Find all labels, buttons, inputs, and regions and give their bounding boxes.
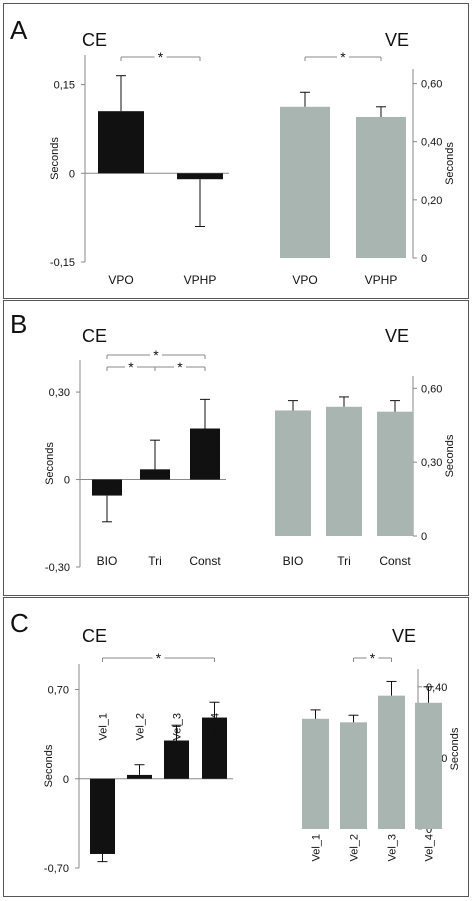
chart-b-ve-category-label: Const xyxy=(379,554,411,568)
chart-c-ve-category-label: Vel_1 xyxy=(311,834,323,862)
chart-a-ce-y-tick-label: 0,15 xyxy=(54,80,75,92)
chart-b-ce-sig-star: * xyxy=(177,359,183,375)
panel-c-ve-title: VE xyxy=(392,626,416,646)
chart-c-ce-bar xyxy=(90,778,115,854)
chart-b-ve-category-label: BIO xyxy=(283,554,304,568)
chart-c-ce-category-label: Vel_2 xyxy=(135,713,147,741)
chart-b-ve-bar xyxy=(377,411,413,536)
chart-b-ce-sig-star: * xyxy=(153,347,159,363)
panel-c-letter: C xyxy=(10,608,29,638)
chart-a-ce-bar xyxy=(98,111,144,174)
chart-c-ce-y-tick-label: 0 xyxy=(63,774,69,786)
chart-b-ce-y-tick-label: -0,30 xyxy=(45,562,70,574)
chart-a-ce-category-label: VPO xyxy=(108,273,133,287)
panel-b-ce-title: CE xyxy=(82,326,107,346)
chart-b-ce-y-tick-label: 0 xyxy=(64,475,70,487)
chart-c-ce-sig-star: * xyxy=(156,650,162,666)
chart-a-ve-y-tick-label: 0,40 xyxy=(421,137,442,149)
panel-a-letter: A xyxy=(10,15,28,45)
chart-b-ce-bar xyxy=(140,469,170,480)
chart-a-ve-y-tick-label: 0 xyxy=(421,253,427,265)
chart-a-ce-y-axis-label: Seconds xyxy=(49,137,61,180)
chart-b-ve-y-tick-label: 0 xyxy=(421,531,427,543)
chart-b-ve-y-axis-label: Seconds xyxy=(444,434,456,477)
chart-c-ve-y-tick-label: 0,40 xyxy=(426,682,447,694)
chart-c-ce-bar xyxy=(202,717,227,779)
chart-c-ce-category-label: Vel_3 xyxy=(172,713,184,741)
chart-b-ve-bar xyxy=(326,406,362,536)
chart-b-ve-y-tick-label: 0,60 xyxy=(421,383,442,395)
chart-c-ce-y-tick-label: 0,70 xyxy=(48,685,69,697)
chart-c-ce-bar xyxy=(127,774,152,779)
chart-a-ce-y-tick-label: 0 xyxy=(69,168,75,180)
chart-c-ce-y-tick-label: -0,70 xyxy=(44,863,69,875)
panel-b-letter: B xyxy=(10,309,27,339)
chart-b-ve-bar xyxy=(275,410,311,536)
panel-c-ce-title: CE xyxy=(82,626,107,646)
chart-a-ce-category-label: VPHP xyxy=(184,273,217,287)
chart-b-ce-category-label: Const xyxy=(189,554,221,568)
chart-c-ce-category-label: Vel_4 xyxy=(210,713,222,741)
chart-c-ve-category-label: Vel_4 xyxy=(424,834,436,862)
chart-c-ve-y-tick-label: 0 xyxy=(426,824,432,836)
chart-b-ce-category-label: BIO xyxy=(97,554,118,568)
chart-c-ce-category-label: Vel_1 xyxy=(98,713,110,741)
chart-c-ve-bar xyxy=(340,722,367,829)
chart-c-ve-y-axis-label: Seconds xyxy=(449,727,461,770)
chart-b-ve-y-tick-label: 0,30 xyxy=(421,457,442,469)
chart-b-ve-category-label: Tri xyxy=(337,554,351,568)
chart-c-ve-bar xyxy=(378,695,405,829)
chart-b-ce-y-tick-label: 0,30 xyxy=(49,387,70,399)
chart-a-ve-bar xyxy=(356,116,406,258)
chart-c-ve-bar xyxy=(302,718,329,829)
chart-b-ce-bar xyxy=(190,428,220,480)
chart-b-ce-bar xyxy=(92,479,122,496)
chart-a-ce-bar xyxy=(177,173,223,180)
chart-c-ce-y-axis-label: Seconds xyxy=(43,744,55,787)
chart-c-ve-sig-star: * xyxy=(370,650,376,666)
chart-b-ce-sig-star: * xyxy=(128,359,134,375)
chart-c-ce-bar xyxy=(164,740,189,779)
chart-a-ve-y-axis-label: Seconds xyxy=(444,142,456,185)
chart-b-ce-y-axis-label: Seconds xyxy=(44,442,56,485)
chart-c-ve-category-label: Vel_3 xyxy=(387,834,399,862)
chart-a-ve-sig-star: * xyxy=(340,49,346,65)
chart-a-ve-category-label: VPHP xyxy=(365,273,398,287)
panel-a-ve-title: VE xyxy=(385,30,409,50)
chart-a-ce-sig-star: * xyxy=(158,49,164,65)
chart-a-ce-y-tick-label: -0,15 xyxy=(50,257,75,269)
panel-b-ve-title: VE xyxy=(385,326,409,346)
chart-a-ve-category-label: VPO xyxy=(292,273,317,287)
chart-c-ve-bar xyxy=(415,702,442,829)
chart-a-ve-bar xyxy=(280,106,330,258)
chart-c-ve-category-label: Vel_2 xyxy=(349,834,361,862)
chart-a-ve-y-tick-label: 0,20 xyxy=(421,195,442,207)
chart-a-ve-y-tick-label: 0,60 xyxy=(421,79,442,91)
panel-a-ce-title: CE xyxy=(82,30,107,50)
chart-b-ce-category-label: Tri xyxy=(148,554,162,568)
